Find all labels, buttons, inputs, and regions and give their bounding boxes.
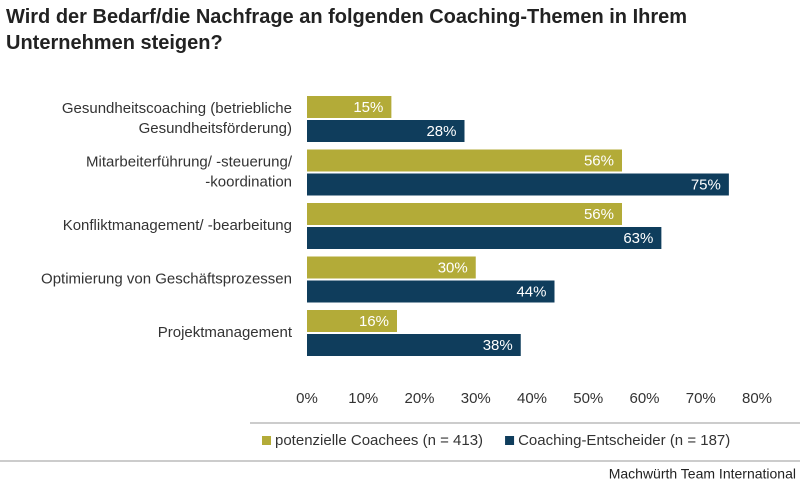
x-tick-label: 40% bbox=[517, 390, 547, 407]
value-label: 44% bbox=[516, 283, 546, 300]
bar bbox=[307, 310, 397, 332]
value-label: 56% bbox=[584, 152, 614, 169]
value-label: 38% bbox=[483, 337, 513, 354]
bar bbox=[307, 173, 729, 196]
value-label: 30% bbox=[438, 259, 468, 276]
x-tick-label: 20% bbox=[404, 390, 434, 407]
chart-title: Wird der Bedarf/die Nachfrage an folgend… bbox=[6, 6, 688, 54]
bar bbox=[307, 203, 622, 225]
source: Machwürth Team International bbox=[609, 466, 796, 482]
value-label: 56% bbox=[584, 206, 614, 223]
legend-label: Coaching-Entscheider (n = 187) bbox=[518, 432, 730, 449]
x-tick-label: 60% bbox=[629, 390, 659, 407]
x-tick-label: 0% bbox=[296, 390, 318, 407]
bar bbox=[307, 149, 622, 172]
y-tick-label: Konfliktmanagement/ -bearbeitung bbox=[63, 217, 292, 234]
y-tick-label: Mitarbeiterführung/ -steuerung/ bbox=[86, 153, 293, 170]
x-tick-label: 70% bbox=[686, 390, 716, 407]
legend-label: potenzielle Coachees (n = 413) bbox=[275, 432, 483, 449]
bar bbox=[307, 120, 465, 142]
legend-swatch bbox=[505, 436, 515, 445]
y-tick-label: Gesundheitsförderung) bbox=[139, 120, 292, 137]
y-tick-label: Projektmanagement bbox=[158, 324, 293, 341]
y-tick-label: -koordination bbox=[205, 173, 292, 190]
bar bbox=[307, 96, 392, 118]
x-tick-label: 30% bbox=[461, 390, 491, 407]
value-label: 63% bbox=[623, 230, 653, 247]
x-tick-label: 50% bbox=[573, 390, 603, 407]
bar bbox=[307, 227, 662, 249]
y-tick-label: Optimierung von Geschäftsprozessen bbox=[41, 270, 292, 287]
x-tick-label: 10% bbox=[348, 390, 378, 407]
value-label: 75% bbox=[691, 176, 721, 193]
y-tick-label: Gesundheitscoaching (betriebliche bbox=[62, 100, 292, 117]
bar bbox=[307, 334, 521, 356]
value-label: 28% bbox=[426, 123, 456, 140]
legend-swatch bbox=[262, 436, 271, 445]
bar bbox=[307, 280, 555, 303]
x-tick-label: 80% bbox=[742, 390, 772, 407]
value-label: 15% bbox=[353, 99, 383, 116]
bar bbox=[307, 256, 476, 279]
value-label: 16% bbox=[359, 313, 389, 330]
